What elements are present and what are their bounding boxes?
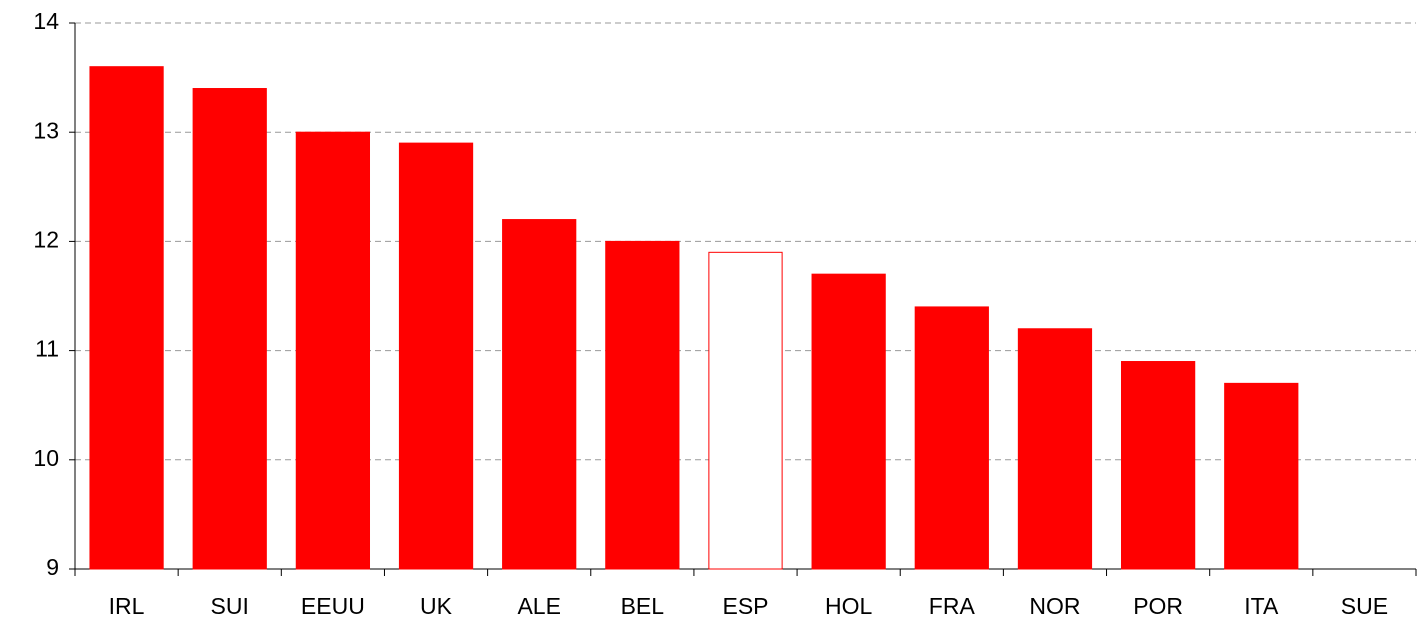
y-tick-label: 12 bbox=[33, 226, 59, 252]
y-tick-label: 11 bbox=[35, 336, 59, 362]
y-tick-label: 13 bbox=[33, 117, 59, 143]
x-tick-label: EEUU bbox=[301, 593, 365, 619]
bar bbox=[1017, 328, 1093, 570]
bar bbox=[811, 273, 886, 570]
bar bbox=[89, 66, 164, 570]
bar bbox=[1224, 382, 1299, 570]
bar bbox=[708, 251, 783, 570]
x-tick-label: SUE bbox=[1341, 593, 1388, 619]
x-tick-label: SUI bbox=[211, 593, 249, 619]
bar bbox=[914, 306, 989, 570]
x-tick-label: IRL bbox=[109, 593, 145, 619]
bar bbox=[502, 219, 577, 570]
bar bbox=[192, 88, 267, 570]
x-tick-label: ESP bbox=[722, 593, 768, 619]
x-tick-label: HOL bbox=[825, 593, 873, 619]
x-tick-label: FRA bbox=[929, 593, 976, 619]
bar bbox=[295, 131, 371, 570]
y-tick-label: 9 bbox=[46, 554, 59, 580]
x-tick-label: UK bbox=[420, 593, 453, 619]
bar bbox=[398, 142, 474, 570]
x-tick-label: ALE bbox=[517, 593, 560, 619]
bar bbox=[1120, 361, 1196, 570]
x-tick-label: NOR bbox=[1029, 593, 1080, 619]
y-tick-label: 10 bbox=[33, 445, 59, 471]
bar bbox=[605, 240, 680, 570]
x-tick-label: POR bbox=[1133, 593, 1183, 619]
y-tick-label: 14 bbox=[33, 8, 59, 34]
x-tick-label: ITA bbox=[1244, 593, 1279, 619]
x-tick-label: BEL bbox=[621, 593, 665, 619]
